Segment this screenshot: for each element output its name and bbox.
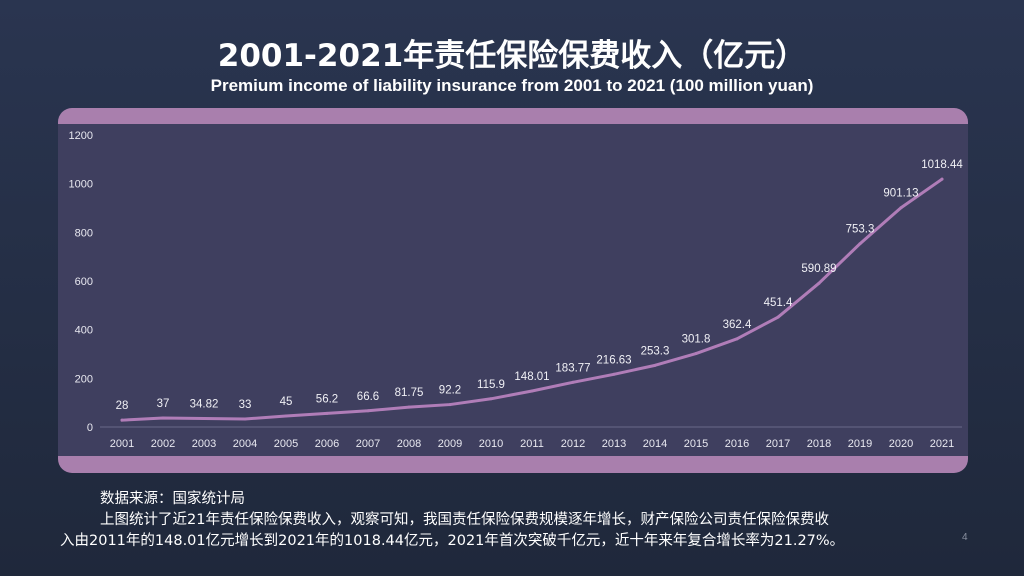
data-point <box>653 363 657 367</box>
data-label: 92.2 <box>439 385 461 397</box>
chart-plot-area <box>58 124 968 456</box>
data-label: 901.13 <box>883 188 918 200</box>
y-tick-label: 0 <box>87 422 93 434</box>
x-tick-label: 2010 <box>479 438 503 450</box>
data-point <box>243 417 247 421</box>
x-tick-label: 2015 <box>684 438 708 450</box>
x-tick-label: 2013 <box>602 438 626 450</box>
page-number: 4 <box>962 532 968 543</box>
x-tick-label: 2019 <box>848 438 872 450</box>
x-tick-label: 2007 <box>356 438 380 450</box>
x-tick-label: 2008 <box>397 438 421 450</box>
data-point <box>120 418 124 422</box>
data-label: 37 <box>157 398 170 410</box>
data-point <box>366 409 370 413</box>
x-tick-label: 2003 <box>192 438 216 450</box>
data-point <box>407 405 411 409</box>
x-tick-label: 2011 <box>520 438 544 450</box>
data-point <box>694 352 698 356</box>
data-point <box>612 372 616 376</box>
data-source: 数据来源：国家统计局 <box>100 491 245 507</box>
data-label: 753.3 <box>846 224 875 236</box>
x-tick-label: 2018 <box>807 438 831 450</box>
y-tick-label: 1200 <box>69 130 93 142</box>
data-point <box>161 416 165 420</box>
data-label: 81.75 <box>395 387 424 399</box>
data-label: 115.9 <box>477 379 505 391</box>
x-tick-label: 2001 <box>110 438 134 450</box>
data-point <box>858 242 862 246</box>
data-point <box>448 403 452 407</box>
x-tick-label: 2021 <box>930 438 954 450</box>
x-tick-label: 2016 <box>725 438 749 450</box>
x-tick-label: 2002 <box>151 438 175 450</box>
y-tick-label: 800 <box>75 227 93 239</box>
x-tick-label: 2012 <box>561 438 585 450</box>
data-point <box>325 411 329 415</box>
data-point <box>899 206 903 210</box>
data-label: 33 <box>239 399 252 411</box>
y-tick-label: 1000 <box>69 179 93 191</box>
data-label: 148.01 <box>514 371 549 383</box>
data-point <box>202 417 206 421</box>
x-tick-label: 2004 <box>233 438 257 450</box>
data-point <box>284 414 288 418</box>
data-label: 66.6 <box>357 391 379 403</box>
data-label: 590.89 <box>801 263 836 275</box>
x-tick-label: 2005 <box>274 438 298 450</box>
data-label: 34.82 <box>190 399 219 411</box>
chart-frame <box>58 108 968 473</box>
data-label: 56.2 <box>316 393 338 405</box>
data-label: 1018.44 <box>921 159 963 171</box>
x-tick-label: 2020 <box>889 438 913 450</box>
y-tick-label: 200 <box>75 373 93 385</box>
data-label: 45 <box>280 396 293 408</box>
data-label: 362.4 <box>723 319 752 331</box>
data-label: 216.63 <box>596 354 631 366</box>
data-series-line <box>120 177 944 422</box>
data-label: 28 <box>116 400 129 412</box>
data-point <box>530 389 534 393</box>
data-point <box>940 177 944 181</box>
x-tick-label: 2009 <box>438 438 462 450</box>
x-tick-label: 2017 <box>766 438 790 450</box>
x-tick-label: 2006 <box>315 438 339 450</box>
data-label: 451.4 <box>764 297 793 309</box>
data-point <box>489 397 493 401</box>
x-tick-label: 2014 <box>643 438 667 450</box>
y-tick-label: 400 <box>75 325 93 337</box>
data-label: 253.3 <box>641 345 670 357</box>
data-point <box>817 281 821 285</box>
data-point <box>776 315 780 319</box>
data-label: 301.8 <box>682 334 711 346</box>
data-point <box>735 337 739 341</box>
data-point <box>571 380 575 384</box>
page-subtitle: Premium income of liability insurance fr… <box>210 76 814 95</box>
description-line-1: 上图统计了近21年责任保险保费收入，观察可知，我国责任保险保费规模逐年增长，财产… <box>100 512 829 528</box>
description-line-2: 入由2011年的148.01亿元增长到2021年的1018.44亿元，2021年… <box>60 533 845 549</box>
page-title: 2001-2021年责任保险保费收入（亿元） <box>217 38 807 74</box>
data-label: 183.77 <box>555 362 590 374</box>
y-tick-label: 600 <box>75 276 93 288</box>
